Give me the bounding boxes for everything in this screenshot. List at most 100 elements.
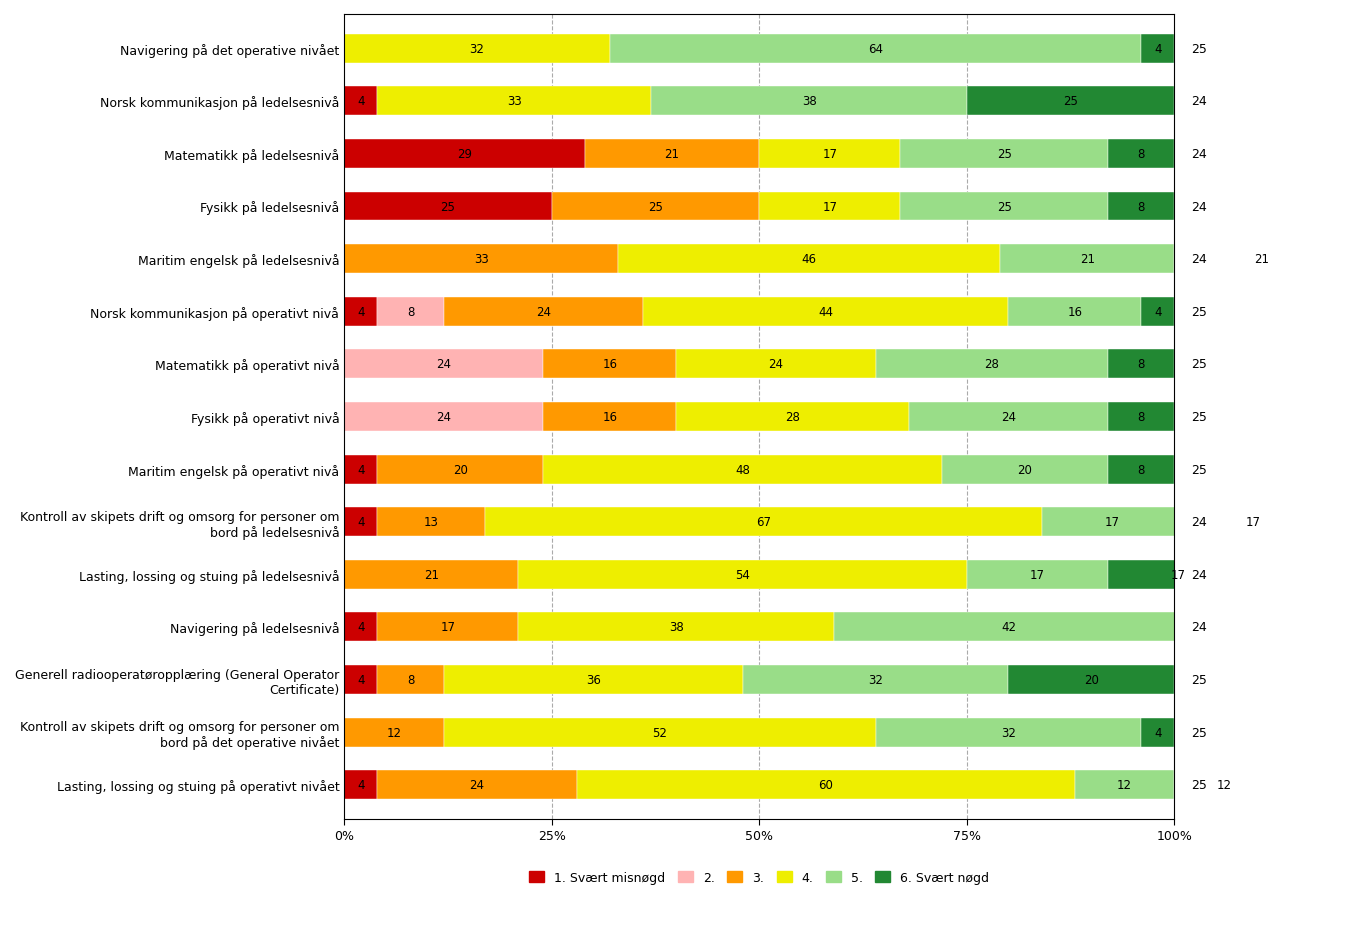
Text: 28: 28 [785,411,800,424]
Bar [519,560,967,589]
Bar [900,193,1109,221]
Text: 8: 8 [1138,358,1145,371]
Text: 8: 8 [407,673,415,686]
Text: 4: 4 [357,95,365,109]
Text: 4: 4 [1154,306,1161,318]
Bar [343,244,618,274]
Text: 17: 17 [823,148,838,160]
Text: 25: 25 [1191,726,1207,739]
Text: 16: 16 [1067,306,1083,318]
Bar [1109,140,1175,169]
Text: 17: 17 [1105,515,1119,529]
Bar [742,666,1009,694]
Text: 17: 17 [1030,568,1045,582]
Bar [343,140,585,169]
Text: 46: 46 [801,253,816,266]
Text: 25: 25 [1191,464,1207,476]
Text: 42: 42 [1001,621,1016,633]
Bar [343,560,519,589]
Text: 32: 32 [470,42,485,56]
Bar [676,402,909,431]
Text: 24: 24 [1191,568,1207,582]
Bar [377,770,577,800]
Text: 17: 17 [1246,515,1261,529]
Bar [585,140,760,169]
Text: 8: 8 [1138,200,1145,213]
Text: 24: 24 [1191,515,1207,529]
Bar [377,455,543,484]
Text: 8: 8 [1138,464,1145,476]
Text: 48: 48 [735,464,750,476]
Text: 8: 8 [407,306,415,318]
Text: 25: 25 [1063,95,1078,109]
Text: 25: 25 [997,148,1012,160]
Text: 52: 52 [652,726,667,739]
Bar [377,297,443,327]
Text: 4: 4 [357,621,365,633]
Bar [643,297,1009,327]
Bar [876,717,1141,747]
Bar [999,244,1175,274]
Bar [1109,455,1175,484]
Text: 33: 33 [506,95,521,109]
Text: 24: 24 [536,306,551,318]
Bar [377,508,485,536]
Bar [485,508,1041,536]
Text: 20: 20 [1017,464,1032,476]
Bar [1109,350,1175,379]
Text: 4: 4 [357,464,365,476]
Text: 64: 64 [867,42,884,56]
Text: 25: 25 [1191,673,1207,686]
Bar [1141,297,1175,327]
Bar [1109,560,1249,589]
Text: 12: 12 [1117,779,1133,791]
Text: 4: 4 [357,515,365,529]
Bar [343,770,377,800]
Text: 25: 25 [648,200,663,213]
Text: 24: 24 [1001,411,1016,424]
Text: 25: 25 [440,200,455,213]
Text: 44: 44 [818,306,834,318]
Text: 4: 4 [1154,42,1161,56]
Text: 16: 16 [602,358,617,371]
Bar [543,350,676,379]
Bar [876,350,1109,379]
Text: 25: 25 [997,200,1012,213]
Text: 33: 33 [474,253,489,266]
Bar [1109,402,1175,431]
Bar [377,613,519,642]
Text: 21: 21 [1080,253,1095,266]
Bar [519,613,834,642]
Text: 24: 24 [1191,148,1207,160]
Bar [343,402,543,431]
Bar [443,297,643,327]
Bar [1183,508,1324,536]
Bar [967,87,1175,116]
Bar [343,666,377,694]
Legend: 1. Svært misnøgd, 2., 3., 4., 5., 6. Svært nøgd: 1. Svært misnøgd, 2., 3., 4., 5., 6. Svæ… [524,867,994,889]
Text: 54: 54 [735,568,750,582]
Text: 8: 8 [1138,411,1145,424]
Bar [760,140,900,169]
Bar [900,140,1109,169]
Text: 20: 20 [1084,673,1099,686]
Bar [343,35,610,63]
Text: 24: 24 [436,358,451,371]
Bar [343,717,443,747]
Text: 21: 21 [424,568,439,582]
Bar [343,193,552,221]
Bar [1009,297,1141,327]
Text: 29: 29 [457,148,471,160]
Bar [1141,717,1175,747]
Bar [1041,508,1183,536]
Text: 24: 24 [436,411,451,424]
Text: 32: 32 [867,673,884,686]
Bar [1175,244,1347,274]
Bar [343,87,377,116]
Bar [760,193,900,221]
Bar [443,717,876,747]
Text: 25: 25 [1191,306,1207,318]
Bar [543,455,942,484]
Text: 25: 25 [1191,411,1207,424]
Text: 20: 20 [453,464,467,476]
